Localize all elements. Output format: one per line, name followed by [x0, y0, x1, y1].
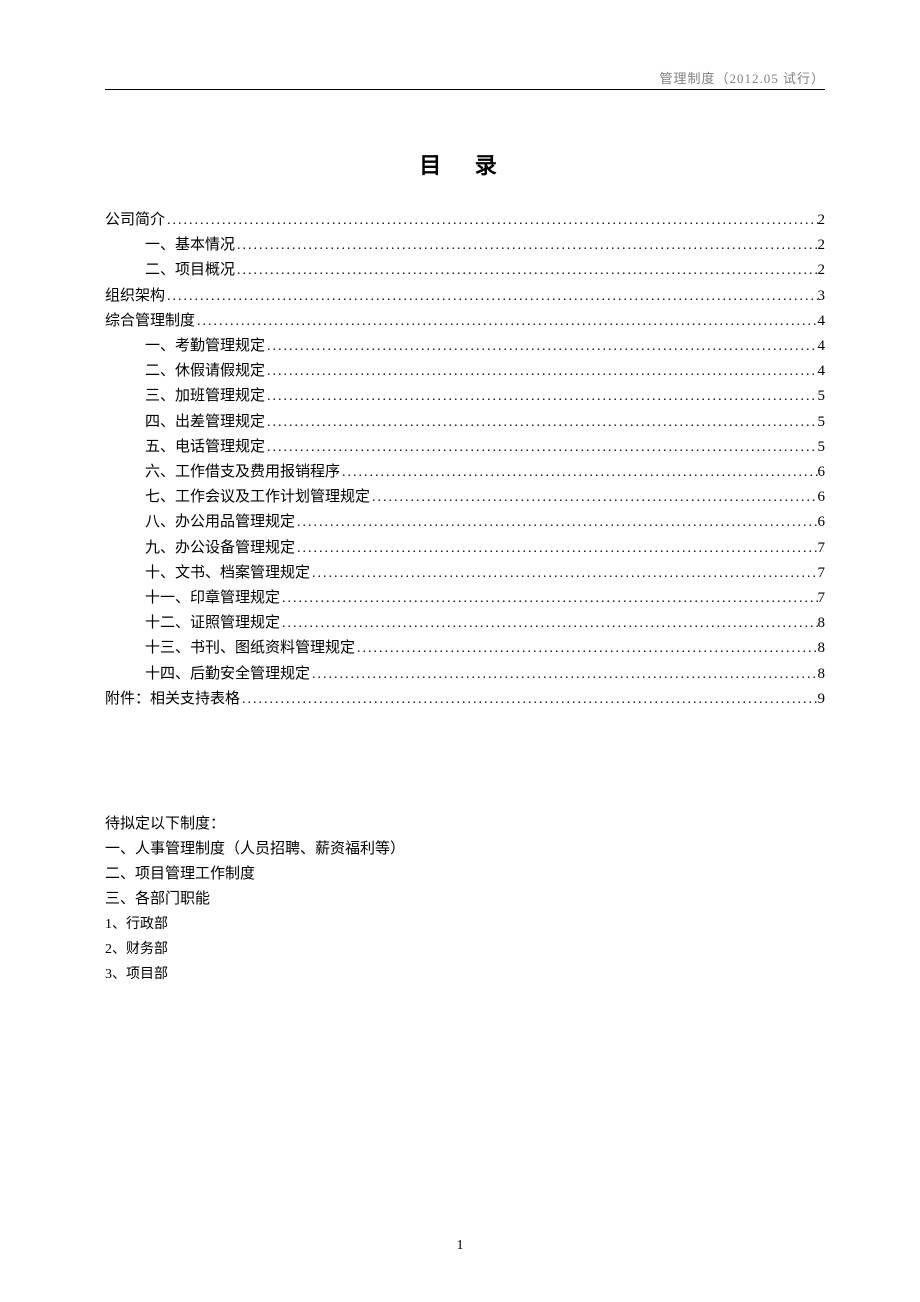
toc-label: 一、考勤管理规定 [145, 334, 265, 359]
toc-row: 五、电话管理规定 5 [105, 435, 825, 460]
pending-item: 三、各部门职能 [105, 887, 825, 912]
pending-subitems: 1、行政部2、财务部3、项目部 [105, 912, 825, 987]
toc-label: 六、工作借支及费用报销程序 [145, 460, 340, 485]
pending-title: 待拟定以下制度： [105, 812, 825, 837]
toc-page-number: 8 [818, 662, 826, 687]
toc-leader-dots [355, 636, 817, 661]
toc-page-number: 7 [818, 561, 826, 586]
toc-page-number: 5 [818, 384, 826, 409]
toc-leader-dots [295, 510, 817, 535]
toc-leader-dots [265, 384, 817, 409]
toc-leader-dots [165, 208, 817, 233]
toc-row: 十三、书刊、图纸资料管理规定 8 [105, 636, 825, 661]
toc-label: 九、办公设备管理规定 [145, 536, 295, 561]
toc-label: 十二、证照管理规定 [145, 611, 280, 636]
toc-label: 综合管理制度 [105, 309, 195, 334]
toc-page-number: 5 [818, 435, 826, 460]
toc-page-number: 4 [818, 334, 826, 359]
toc-leader-dots [280, 586, 817, 611]
toc-row: 八、办公用品管理规定 6 [105, 510, 825, 535]
toc-page-number: 4 [818, 359, 826, 384]
toc-leader-dots [370, 485, 817, 510]
toc-page-number: 2 [818, 208, 826, 233]
toc-leader-dots [235, 258, 817, 283]
pending-items: 一、人事管理制度（人员招聘、薪资福利等）二、项目管理工作制度三、各部门职能 [105, 837, 825, 912]
toc-row: 二、项目概况 2 [105, 258, 825, 283]
toc-page-number: 6 [818, 510, 826, 535]
toc-row: 一、基本情况 2 [105, 233, 825, 258]
toc-leader-dots [195, 309, 817, 334]
toc-row: 九、办公设备管理规定 7 [105, 536, 825, 561]
toc-page-number: 8 [818, 611, 826, 636]
header-rule: 管理制度（2012.05 试行） [105, 70, 825, 90]
toc-label: 十一、印章管理规定 [145, 586, 280, 611]
toc-row: 三、加班管理规定 5 [105, 384, 825, 409]
toc-leader-dots [310, 561, 817, 586]
toc-row: 组织架构 3 [105, 284, 825, 309]
pending-item: 一、人事管理制度（人员招聘、薪资福利等） [105, 837, 825, 862]
pending-subitem: 3、项目部 [105, 962, 825, 987]
toc-page-number: 7 [818, 536, 826, 561]
toc-label: 附件：相关支持表格 [105, 687, 240, 712]
toc-row: 四、出差管理规定 5 [105, 410, 825, 435]
toc-row: 七、工作会议及工作计划管理规定 6 [105, 485, 825, 510]
page-number: 1 [0, 1238, 920, 1254]
toc-row: 综合管理制度 4 [105, 309, 825, 334]
toc-label: 二、项目概况 [145, 258, 235, 283]
toc-page-number: 6 [818, 460, 826, 485]
toc-label: 七、工作会议及工作计划管理规定 [145, 485, 370, 510]
toc-label: 十四、后勤安全管理规定 [145, 662, 310, 687]
table-of-contents: 公司简介 2 一、基本情况 2 二、项目概况 2 组织架构 3 综合管理制度 4 一、考勤管理规定 4… [105, 208, 825, 712]
document-page: 管理制度（2012.05 试行） 目 录 公司简介 2 一、基本情况 2 二、项目概况 2… [0, 0, 920, 987]
toc-leader-dots [310, 662, 817, 687]
toc-leader-dots [340, 460, 817, 485]
pending-item: 二、项目管理工作制度 [105, 862, 825, 887]
toc-label: 八、办公用品管理规定 [145, 510, 295, 535]
toc-leader-dots [280, 611, 817, 636]
toc-label: 一、基本情况 [145, 233, 235, 258]
pending-subitem: 2、财务部 [105, 937, 825, 962]
toc-leader-dots [295, 536, 817, 561]
toc-row: 十、文书、档案管理规定 7 [105, 561, 825, 586]
toc-page-number: 9 [818, 687, 826, 712]
pending-section: 待拟定以下制度： 一、人事管理制度（人员招聘、薪资福利等）二、项目管理工作制度三… [105, 812, 825, 987]
toc-leader-dots [265, 435, 817, 460]
toc-label: 二、休假请假规定 [145, 359, 265, 384]
toc-label: 十、文书、档案管理规定 [145, 561, 310, 586]
toc-label: 公司简介 [105, 208, 165, 233]
toc-leader-dots [235, 233, 817, 258]
toc-page-number: 5 [818, 410, 826, 435]
toc-page-number: 6 [818, 485, 826, 510]
toc-leader-dots [265, 359, 817, 384]
toc-leader-dots [265, 334, 817, 359]
toc-label: 三、加班管理规定 [145, 384, 265, 409]
toc-leader-dots [265, 410, 817, 435]
header-text: 管理制度（2012.05 试行） [659, 68, 825, 87]
pending-subitem: 1、行政部 [105, 912, 825, 937]
toc-label: 五、电话管理规定 [145, 435, 265, 460]
toc-page-number: 4 [818, 309, 826, 334]
toc-row: 十一、印章管理规定 7 [105, 586, 825, 611]
toc-row: 一、考勤管理规定 4 [105, 334, 825, 359]
toc-leader-dots [240, 687, 817, 712]
toc-page-number: 7 [818, 586, 826, 611]
toc-page-number: 3 [818, 284, 826, 309]
toc-row: 十二、证照管理规定 8 [105, 611, 825, 636]
toc-label: 四、出差管理规定 [145, 410, 265, 435]
toc-leader-dots [165, 284, 817, 309]
toc-page-number: 2 [818, 233, 826, 258]
toc-label: 组织架构 [105, 284, 165, 309]
toc-row: 十四、后勤安全管理规定 8 [105, 662, 825, 687]
toc-title: 目 录 [105, 148, 825, 180]
toc-page-number: 8 [818, 636, 826, 661]
toc-row: 公司简介 2 [105, 208, 825, 233]
toc-row: 附件：相关支持表格 9 [105, 687, 825, 712]
toc-row: 六、工作借支及费用报销程序 6 [105, 460, 825, 485]
toc-label: 十三、书刊、图纸资料管理规定 [145, 636, 355, 661]
toc-row: 二、休假请假规定 4 [105, 359, 825, 384]
toc-page-number: 2 [818, 258, 826, 283]
